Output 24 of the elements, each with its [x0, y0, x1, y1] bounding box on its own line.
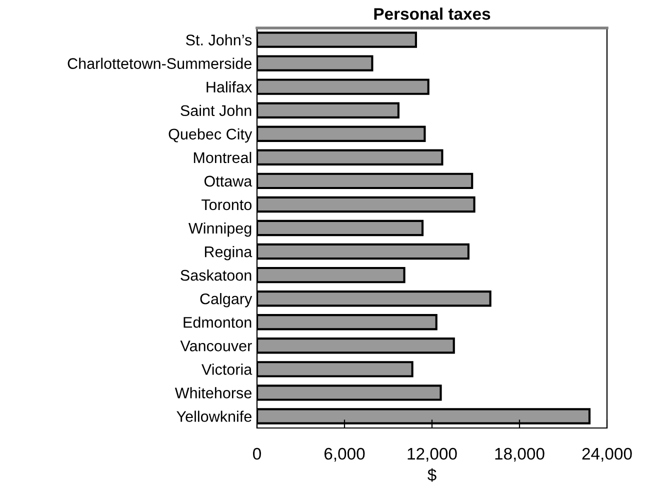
y-tick-label: Ottawa	[204, 176, 252, 187]
y-tick-label: Saint John	[180, 104, 252, 116]
y-tick-label: Whitehorse	[174, 387, 252, 398]
y-tick-label: Saskatoon	[180, 270, 252, 281]
y-tick-label: Quebec City	[168, 128, 252, 143]
y-tick-label: Winnipeg	[188, 222, 252, 237]
y-tick-label: Calgary	[200, 293, 252, 308]
y-tick-label: Yellowknife	[176, 410, 252, 422]
y-tick-label: Regina	[204, 246, 252, 260]
x-tick-label: 12,000	[408, 448, 457, 462]
y-tick-label: Victoria	[202, 364, 252, 375]
chart-title: Personal taxes	[374, 8, 490, 20]
y-tick-label: Montreal	[194, 152, 252, 164]
y-tick-label: Toronto	[202, 199, 252, 210]
x-axis-title: $	[428, 468, 436, 482]
x-tick-label: 6,000	[324, 448, 365, 462]
x-tick-label: 0	[253, 448, 261, 460]
y-tick-label: Edmonton	[184, 316, 252, 328]
x-tick-label: 24,000	[582, 448, 632, 462]
x-tick-label: 18,000	[495, 448, 544, 462]
y-tick-label: Vancouver	[180, 340, 252, 352]
y-tick-label: St. John’s	[186, 34, 252, 46]
y-tick-label: Charlottetown-Summerside	[68, 58, 252, 69]
y-tick-label: Halifax	[206, 81, 252, 93]
